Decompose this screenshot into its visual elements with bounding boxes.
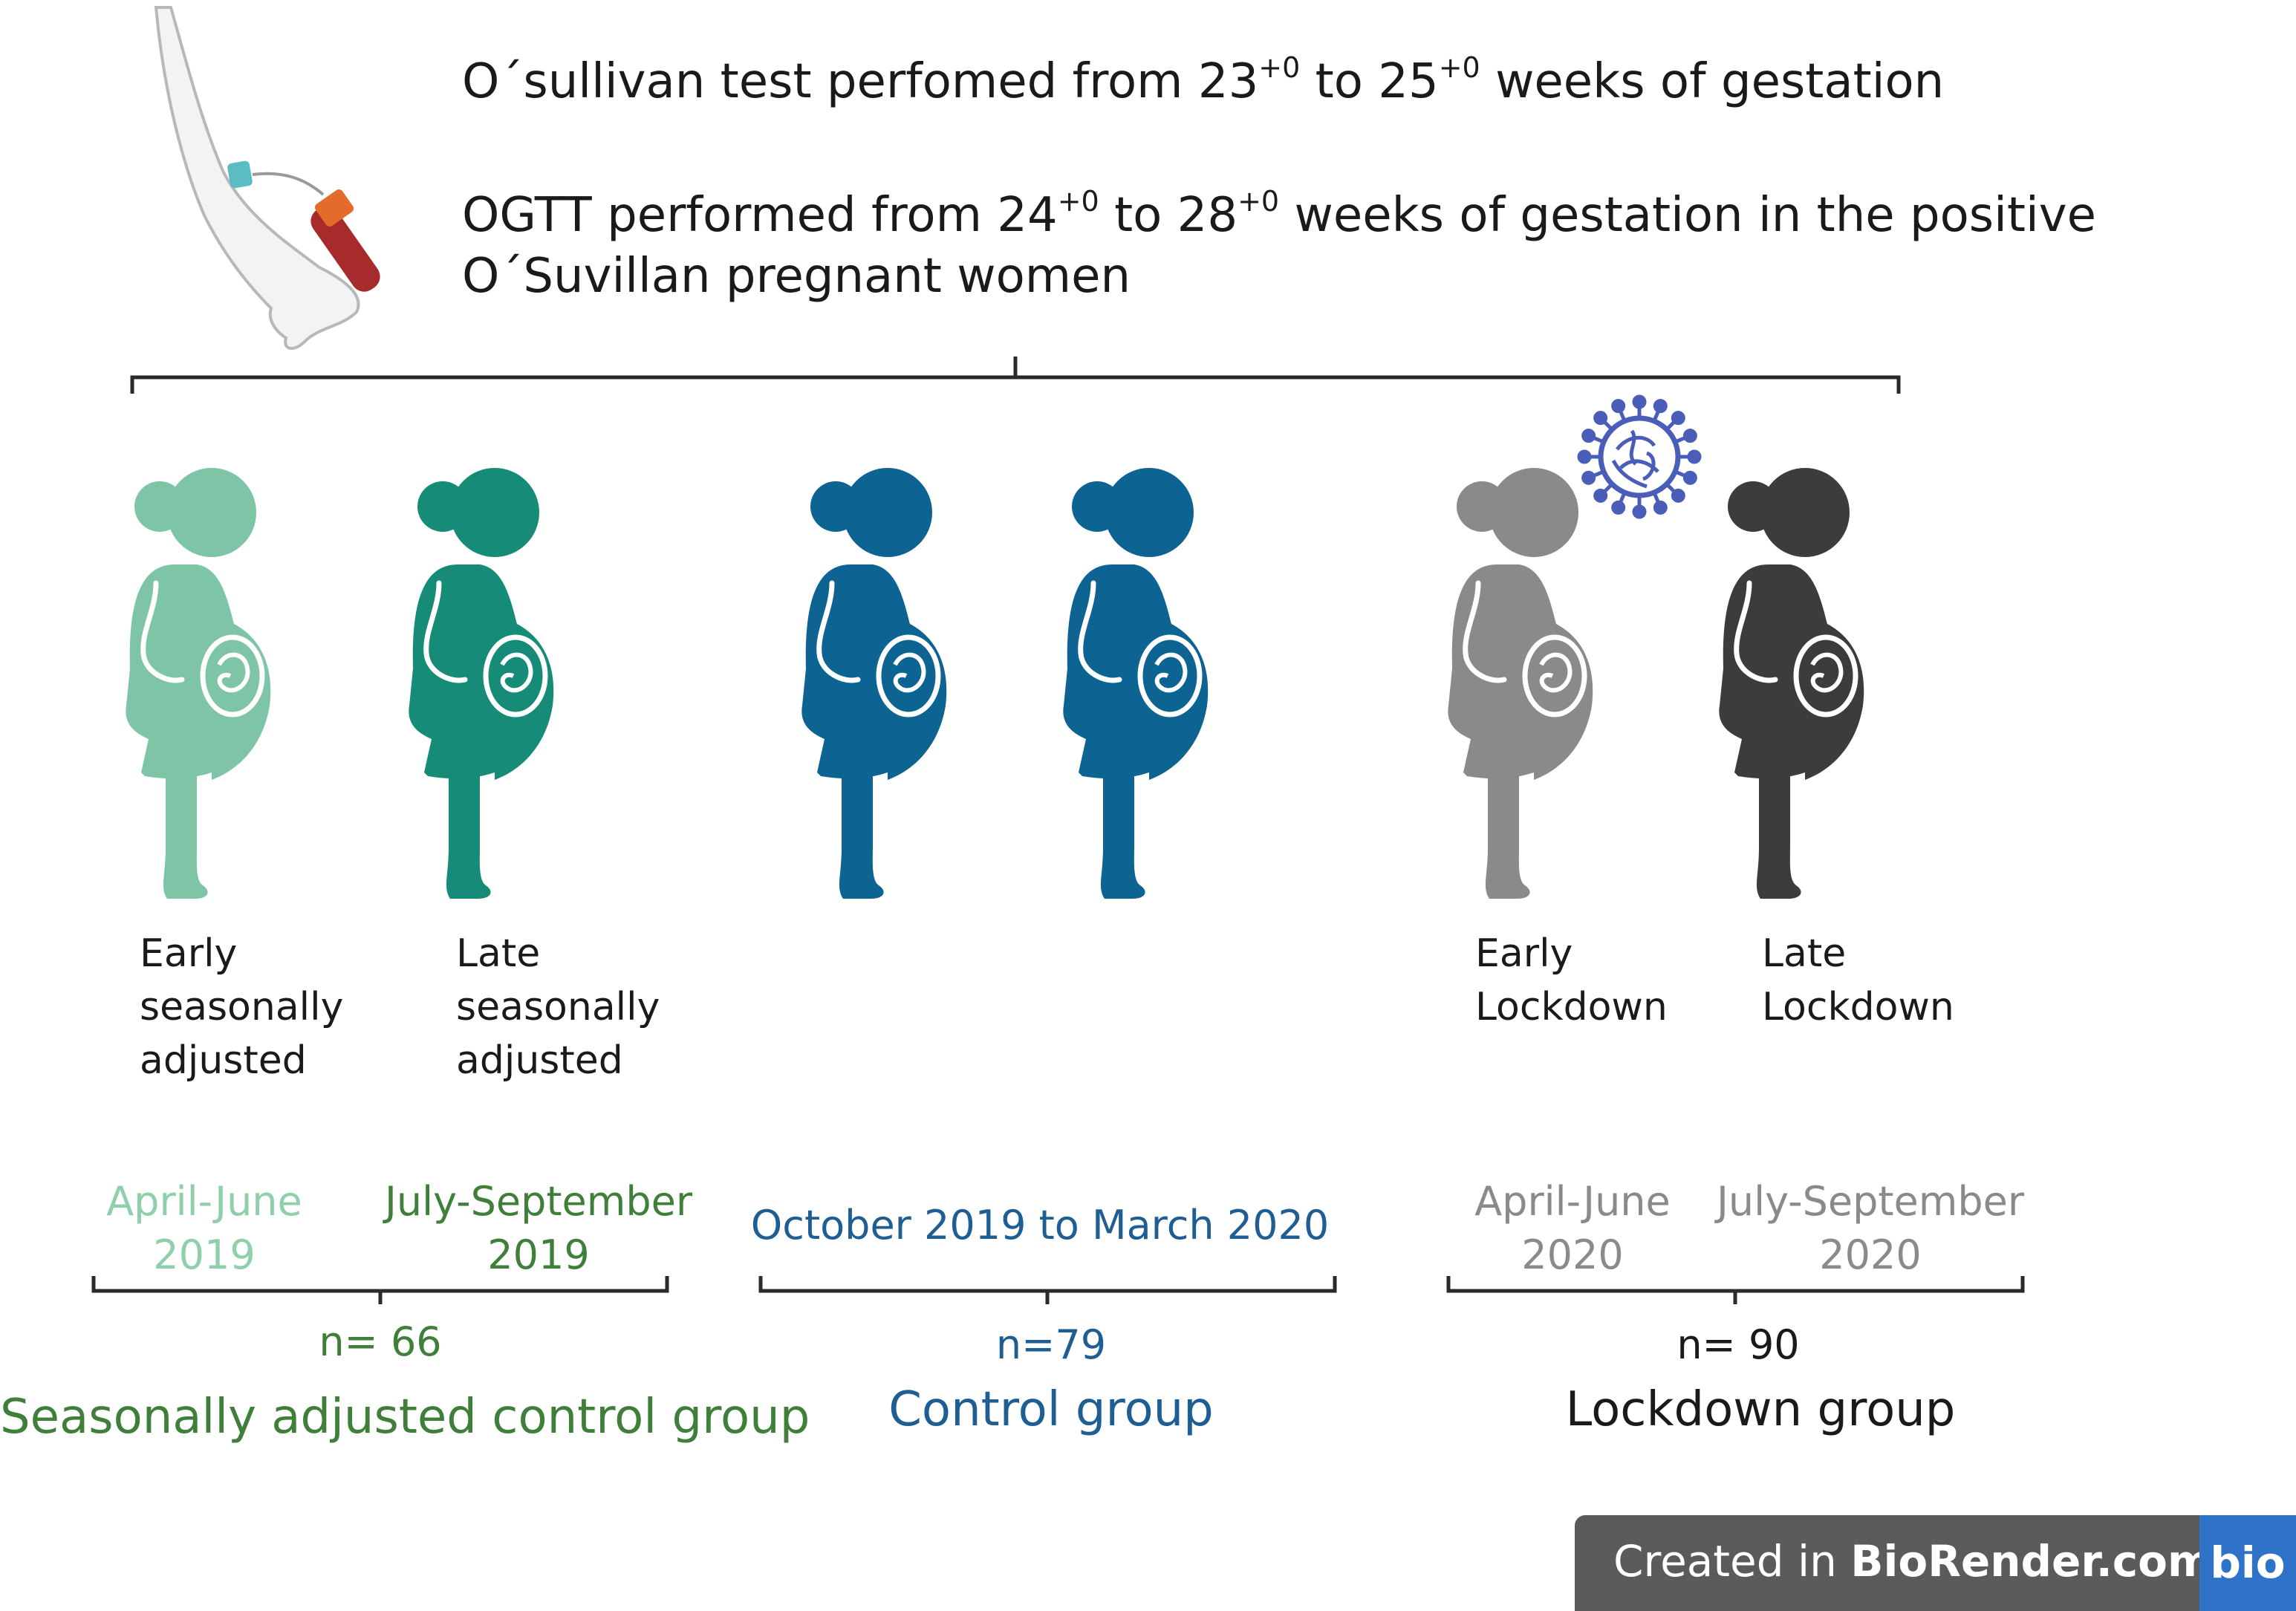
lockdown-count: n= 90 <box>1677 1321 1800 1368</box>
period-april-june-2019: April-June 2019 <box>106 1178 302 1278</box>
label-late-seasonal: Late seasonally adjusted <box>456 931 660 1083</box>
lockdown-group-name: Lockdown group <box>1565 1382 1956 1437</box>
virus-spike-tip <box>1682 429 1697 443</box>
virus-spike-tip <box>1671 411 1685 426</box>
ogtt-line-2: O´Suvillan pregnant women <box>462 249 1131 304</box>
biorender-logo-icon: bio <box>2199 1515 2296 1611</box>
biorender-badge[interactable]: Created in BioRender.com bio <box>1575 1515 2296 1611</box>
arm-blood-draw-icon <box>154 6 380 350</box>
seasonal-group-name: Seasonally adjusted control group <box>0 1390 810 1445</box>
virus-spike-tip <box>1593 411 1608 426</box>
virus-spike-tip <box>1611 500 1626 515</box>
virus-spike-tip <box>1581 429 1596 443</box>
virus-spike-tip <box>1687 449 1702 464</box>
virus-spike-tip <box>1653 399 1668 414</box>
control-group-name: Control group <box>888 1382 1214 1437</box>
seasonal-count: n= 66 <box>319 1318 442 1365</box>
virus-spike-tip <box>1581 470 1596 485</box>
virus-spike-tip <box>1593 488 1608 503</box>
ogtt-line: OGTT performed from 24+0 to 28+0 weeks o… <box>462 185 2097 243</box>
virus-spike-tip <box>1653 500 1668 515</box>
virus-spike-tip <box>1611 399 1626 414</box>
figure-late-seasonal <box>409 468 554 899</box>
figure-control-2 <box>1063 468 1209 899</box>
virus-spike-tip <box>1577 449 1592 464</box>
virus-icon <box>1577 394 1702 519</box>
badge-text: Created in BioRender.com <box>1613 1536 2213 1586</box>
period-july-september-2019: July-September 2019 <box>384 1178 693 1278</box>
label-early-seasonal: Early seasonally adjusted <box>140 931 344 1083</box>
osullivan-test-line: O´sullivan test perfomed from 23+0 to 25… <box>462 51 1945 109</box>
label-early-lockdown: Early Lockdown <box>1475 931 1668 1029</box>
virus-spike-tip <box>1632 504 1647 519</box>
figure-control-1 <box>801 468 947 899</box>
virus-spike-tip <box>1671 488 1685 503</box>
group-brackets <box>91 1276 2025 1304</box>
virus-spike-tip <box>1682 470 1697 485</box>
period-april-june-2020: April-June 2020 <box>1474 1178 1671 1278</box>
figure-early-lockdown <box>1448 468 1593 899</box>
pregnant-figures <box>126 468 1864 899</box>
virus-spike-tip <box>1632 394 1647 409</box>
label-late-lockdown: Late Lockdown <box>1762 931 1954 1029</box>
figure-early-seasonal <box>126 468 271 899</box>
figure-late-lockdown <box>1719 468 1864 899</box>
top-bracket <box>130 357 1901 394</box>
period-july-september-2020: July-September 2020 <box>1716 1178 2025 1278</box>
control-count: n=79 <box>995 1321 1107 1368</box>
period-control: October 2019 to March 2020 <box>750 1202 1330 1249</box>
